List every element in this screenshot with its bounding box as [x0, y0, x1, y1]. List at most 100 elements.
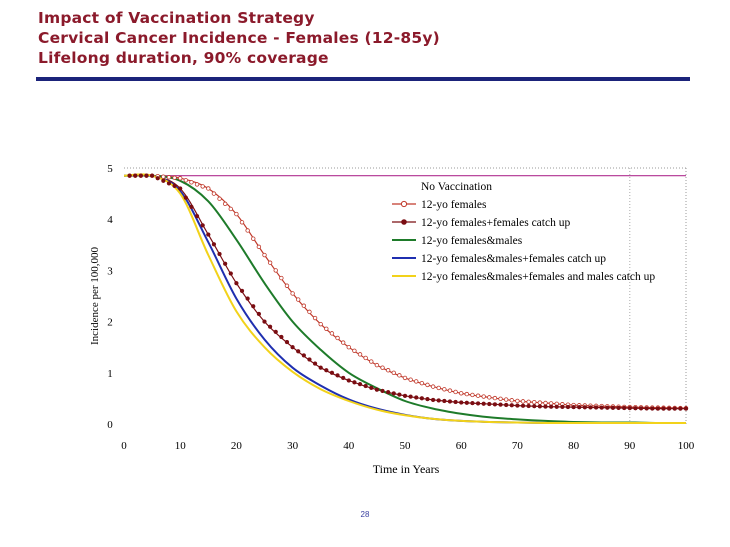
series-1-point — [217, 196, 222, 201]
series-1-point — [273, 268, 278, 273]
series-2-point — [487, 401, 492, 407]
series-2-point — [554, 404, 559, 409]
series-2-point — [520, 403, 526, 408]
legend-marker — [400, 200, 408, 208]
series-1-point — [402, 375, 408, 381]
series-2-point — [464, 400, 469, 405]
series-2-point — [650, 406, 655, 411]
series-2-point — [661, 406, 666, 411]
series-2-point — [172, 183, 177, 189]
series-1-point — [436, 385, 441, 391]
series-1-point — [498, 396, 503, 402]
series-2-point — [526, 403, 531, 409]
series-1-point — [301, 303, 307, 308]
x-tick-label: 50 — [400, 440, 412, 452]
series-2-point — [509, 403, 514, 408]
series-3-line — [123, 174, 687, 425]
series-2-point — [537, 404, 543, 409]
x-tick-label: 90 — [624, 440, 636, 452]
series-1-point — [296, 297, 301, 302]
series-1-point — [537, 400, 543, 405]
series-2-point — [560, 404, 565, 410]
series-2-point — [189, 204, 194, 210]
series-1-point — [515, 398, 520, 404]
series-1-point — [380, 365, 385, 370]
series-1-point — [267, 260, 273, 265]
title-divider — [36, 77, 690, 81]
legend-label: 12-yo females&males — [421, 235, 523, 247]
x-tick-label: 0 — [121, 440, 127, 452]
y-tick-label: 5 — [107, 163, 113, 175]
series-2-point — [588, 405, 593, 410]
series-2-point — [627, 405, 632, 411]
series-2-point — [633, 406, 638, 411]
series-2-point — [194, 213, 200, 219]
series-2-point — [178, 186, 183, 191]
x-tick-label: 80 — [568, 440, 580, 452]
series-2-point — [666, 406, 672, 411]
series-2-point — [329, 370, 335, 375]
series-1-point — [532, 399, 537, 405]
series-1-point — [177, 176, 183, 181]
y-tick-label: 2 — [107, 317, 113, 329]
series-2-point — [475, 401, 481, 406]
series-1-line — [123, 174, 687, 409]
series-2-point — [548, 404, 554, 409]
series-2-point — [565, 404, 571, 410]
series-2-point — [593, 405, 599, 410]
series-2-point — [279, 334, 284, 340]
series-2-point — [206, 232, 211, 237]
x-tick-label: 10 — [175, 440, 187, 452]
title-line-2: Cervical Cancer Incidence - Females (12-… — [38, 29, 440, 47]
series-2-point — [599, 405, 604, 410]
series-2-point — [312, 361, 318, 366]
series-1-point — [464, 391, 470, 397]
series-2-point — [341, 375, 346, 381]
series-1-point — [318, 321, 323, 327]
series-2-point — [430, 397, 436, 403]
series-5-line — [123, 173, 686, 425]
series-2-point — [577, 405, 582, 410]
y-tick-label: 0 — [107, 419, 113, 431]
series-2-point — [408, 394, 413, 399]
series-2-point — [301, 353, 306, 358]
series-2-point — [149, 173, 155, 178]
y-axis-title: Incidence per 100,000 — [89, 246, 101, 345]
x-tick-label: 60 — [456, 440, 468, 452]
series-1-point — [329, 331, 335, 336]
series-2-point — [273, 329, 278, 334]
series-2-point — [571, 404, 576, 410]
series-2-point — [267, 324, 273, 329]
series-1-point — [357, 352, 363, 357]
series-2-point — [144, 173, 149, 178]
legend-item: 12-yo females&males+females and males ca… — [392, 271, 655, 283]
legend-label: 12-yo females+females catch up — [421, 217, 570, 229]
series-1-point — [290, 291, 295, 296]
series-2-point — [262, 319, 267, 324]
legend-item: 12-yo females&males — [392, 235, 523, 247]
series-1-point — [262, 252, 267, 258]
series-2-point — [374, 387, 380, 392]
series-1-point — [284, 283, 290, 288]
series-2-point — [605, 405, 610, 410]
series-1-point — [369, 359, 374, 364]
series-2-point — [391, 391, 396, 396]
series-2-point — [425, 396, 430, 402]
series-1-point — [324, 326, 329, 331]
series-2-point — [369, 385, 374, 391]
series-1-point — [352, 348, 357, 353]
series-1-point — [228, 206, 233, 212]
series-2-point — [616, 405, 621, 411]
series-2-point — [655, 406, 661, 411]
series-2-point — [436, 398, 441, 403]
series-2-point — [683, 406, 689, 411]
legend-label: No Vaccination — [421, 181, 492, 193]
x-tick-label: 30 — [287, 440, 299, 452]
series-1-point — [340, 340, 346, 345]
x-tick-label: 70 — [512, 440, 524, 452]
series-1-point — [520, 399, 526, 404]
series-2-point — [318, 365, 323, 370]
series-2-point — [211, 242, 217, 247]
legend-label: 12-yo females — [421, 199, 487, 211]
